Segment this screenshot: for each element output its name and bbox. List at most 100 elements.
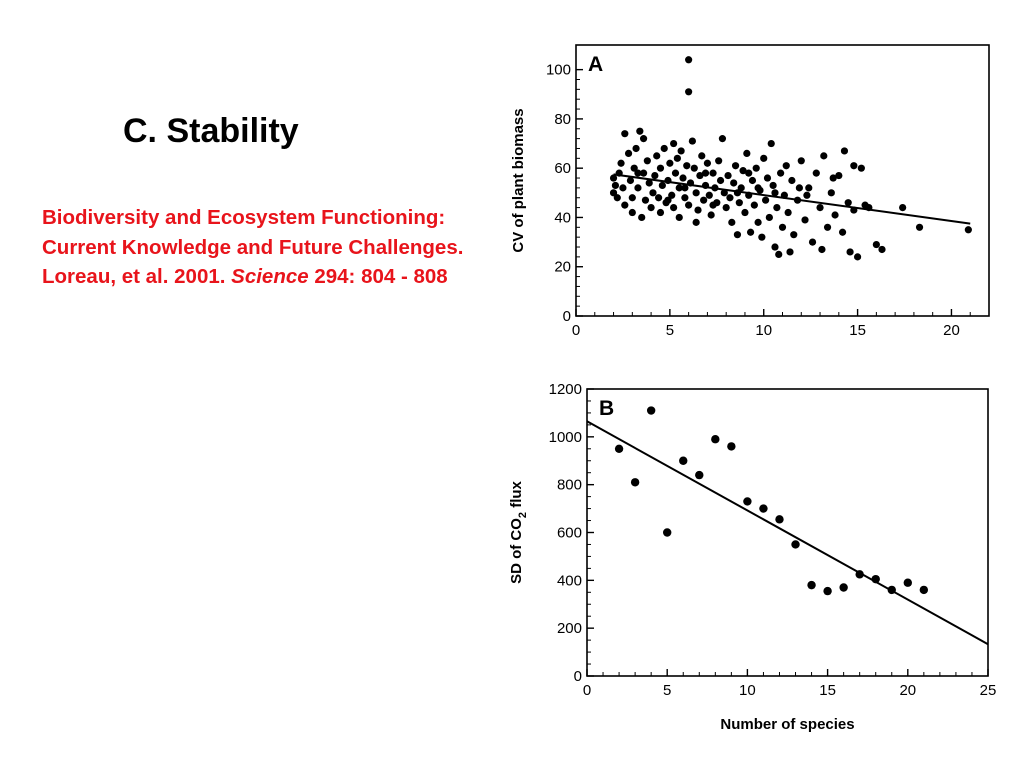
panel-a-data-point (692, 218, 700, 226)
panel-a-data-point (771, 243, 779, 251)
panel-a-xtick-label: 5 (666, 322, 674, 339)
panel-b-data-point (839, 583, 848, 592)
panel-a-data-point (801, 216, 809, 224)
panel-a-data-point (850, 206, 858, 214)
panel-a-data-point (664, 176, 672, 185)
panel-a-data-point (812, 169, 820, 177)
panel-a-data-point (673, 154, 681, 162)
panel-a-data-point (670, 139, 678, 148)
panel-a-data-point (651, 171, 659, 180)
panel-a-data-point (632, 144, 640, 153)
panel-a-data-point (700, 196, 708, 204)
panel-a-xtick-label: 0 (572, 322, 580, 339)
panel-a-data-point (686, 179, 695, 187)
panel-a-data-point (685, 88, 693, 96)
panel-a-data-point (658, 181, 666, 190)
panel-a-data-point (655, 194, 663, 202)
panel-a-data-point (656, 164, 665, 172)
panel-b-xlabel: Number of species (720, 716, 854, 733)
panel-a-data-point (726, 194, 734, 202)
panel-b-data-point (823, 586, 832, 596)
panel-a-data-point (750, 201, 758, 209)
panel-a-data-point (634, 184, 642, 192)
panel-a-xtick-label: 15 (849, 322, 866, 339)
panel-b-ytick-label: 1200 (549, 381, 582, 398)
panel-a-data-point (681, 184, 689, 192)
panel-a-data-point (716, 176, 725, 185)
panel-b-data-point (791, 540, 800, 549)
panel-a-data-point (617, 159, 625, 167)
panel-b-xtick-label: 25 (980, 682, 997, 699)
panel-a-data-point (724, 171, 732, 180)
panel-b-data-point (646, 406, 656, 415)
panel-a-data-point (778, 223, 787, 231)
panel-a-data-point (709, 169, 717, 177)
panel-b-data-point (759, 504, 768, 513)
slide-title: C. Stability (123, 112, 299, 150)
panel-a-data-point (621, 130, 629, 138)
panel-a-data-point (758, 233, 766, 241)
panel-a-data-point (844, 199, 852, 207)
panel-a-ytick-label: 60 (554, 160, 571, 177)
panel-b-letter: B (599, 397, 614, 420)
panel-b-data-point (919, 585, 929, 595)
panel-a-data-point (899, 204, 907, 212)
panel-a-data-point (823, 223, 832, 231)
panel-a-data-point (698, 152, 706, 160)
panel-a-data-point (634, 169, 642, 177)
panel-a-data-point (675, 213, 683, 222)
panel-a-data-point (653, 152, 661, 160)
panel-b-xtick-label: 5 (663, 682, 671, 699)
panel-a-data-point (850, 162, 858, 170)
panel-a-data-point (668, 191, 676, 199)
panel-a-regression-line (613, 173, 971, 225)
panel-b-data-point (679, 456, 688, 465)
panel-a-data-point (685, 201, 693, 209)
panel-a-data-point (675, 184, 683, 192)
panel-a-data-point (701, 169, 710, 177)
panel-a-data-point (767, 139, 775, 148)
panel-a-data-point (763, 174, 772, 182)
panel-a-data-point (831, 211, 839, 219)
panel-a-data-point (745, 191, 753, 199)
panel-a-data-point (624, 149, 633, 157)
panel-a-data-point (670, 204, 678, 212)
panel-a-data-point (805, 184, 813, 192)
panel-a-data-point (964, 226, 972, 234)
panel-a-data-point (626, 176, 635, 185)
panel-a-data-point (754, 184, 762, 192)
panel-a-ytick-label: 20 (554, 259, 571, 276)
panel-a-data-point (829, 174, 837, 182)
panel-b-data-point (807, 580, 816, 590)
panel-b-xtick-label: 15 (819, 682, 836, 699)
panel-a-data-point (780, 191, 788, 199)
panel-a-data-point (703, 159, 712, 167)
panel-a-data-point (728, 218, 736, 226)
panel-b-data-point (614, 444, 624, 453)
panel-b-xtick-label: 0 (583, 682, 591, 699)
panel-b-data-point (695, 470, 704, 480)
panel-a-data-point (664, 196, 672, 204)
panel-a-letter: A (588, 53, 603, 76)
panel-b-data-point (711, 435, 720, 444)
panel-b-ylabel: SD of CO2 flux (508, 480, 529, 583)
panel-a-data-point (915, 223, 924, 231)
panel-a-data-point (636, 127, 644, 135)
panel-a-data-point (754, 218, 762, 226)
citation-volume-pages: 294: 804 - 808 (308, 265, 448, 288)
panel-b-data-point (871, 574, 880, 584)
panel-a-data-point (786, 248, 794, 256)
panel-a-data-point (731, 162, 740, 170)
panel-a-data-point (835, 171, 843, 180)
panel-a-data-point (771, 189, 779, 197)
panel-a-data-point (795, 184, 803, 192)
panel-a-data-point (688, 137, 696, 145)
panel-a-data-point (793, 196, 802, 204)
panel-a-data-point (741, 208, 749, 217)
panel-a-data-point (715, 157, 723, 165)
panel-a-data-point (615, 169, 623, 177)
panel-a-data-point (628, 208, 636, 217)
panel-a-data-point (748, 176, 757, 185)
panel-a-data-point (685, 56, 693, 64)
